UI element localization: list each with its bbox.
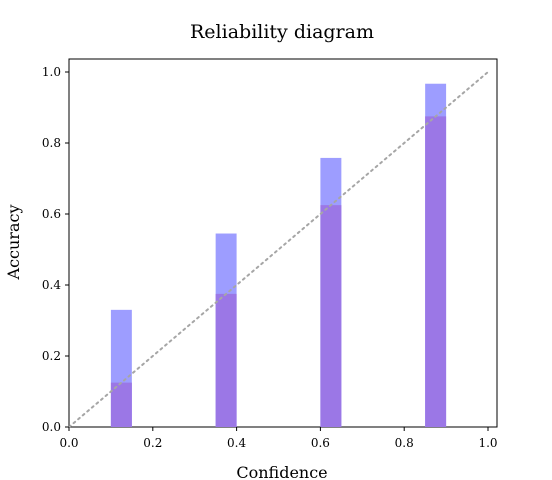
confidence-bar-2 — [320, 205, 342, 428]
x-tick-label-2: 0.4 — [227, 436, 246, 450]
y-axis-ticks: 0.0 0.2 0.4 0.6 0.8 1.0 — [42, 65, 69, 434]
x-tick-label-0: 0.0 — [59, 436, 78, 450]
confidence-bar-3 — [425, 116, 447, 428]
y-tick-label-3: 0.6 — [42, 207, 61, 221]
y-axis-label: Accuracy — [4, 205, 23, 281]
y-tick-label-4: 0.8 — [42, 136, 61, 150]
x-axis-ticks: 0.0 0.2 0.4 0.6 0.8 1.0 — [59, 427, 498, 450]
x-tick-label-3: 0.6 — [311, 436, 330, 450]
confidence-bar-0 — [110, 382, 132, 428]
y-tick-label-1: 0.2 — [42, 349, 61, 363]
perfect-calibration-line — [68, 71, 489, 428]
x-tick-label-4: 0.8 — [395, 436, 414, 450]
x-axis-label: Confidence — [236, 463, 327, 480]
y-tick-label-0: 0.0 — [42, 420, 61, 434]
y-tick-label-5: 1.0 — [42, 65, 61, 79]
x-tick-label-5: 1.0 — [478, 436, 497, 450]
x-tick-label-1: 0.2 — [143, 436, 162, 450]
plot-area: 0.0 0.2 0.4 0.6 0.8 1.0 0.0 0.2 0.4 0.6 0.8 1.0 — [42, 58, 498, 450]
confidence-bar-1 — [215, 293, 237, 428]
plot-frame — [68, 58, 498, 428]
bars-layer — [110, 83, 447, 428]
chart-title: Reliability diagram — [190, 21, 374, 43]
y-tick-label-2: 0.4 — [42, 278, 61, 292]
